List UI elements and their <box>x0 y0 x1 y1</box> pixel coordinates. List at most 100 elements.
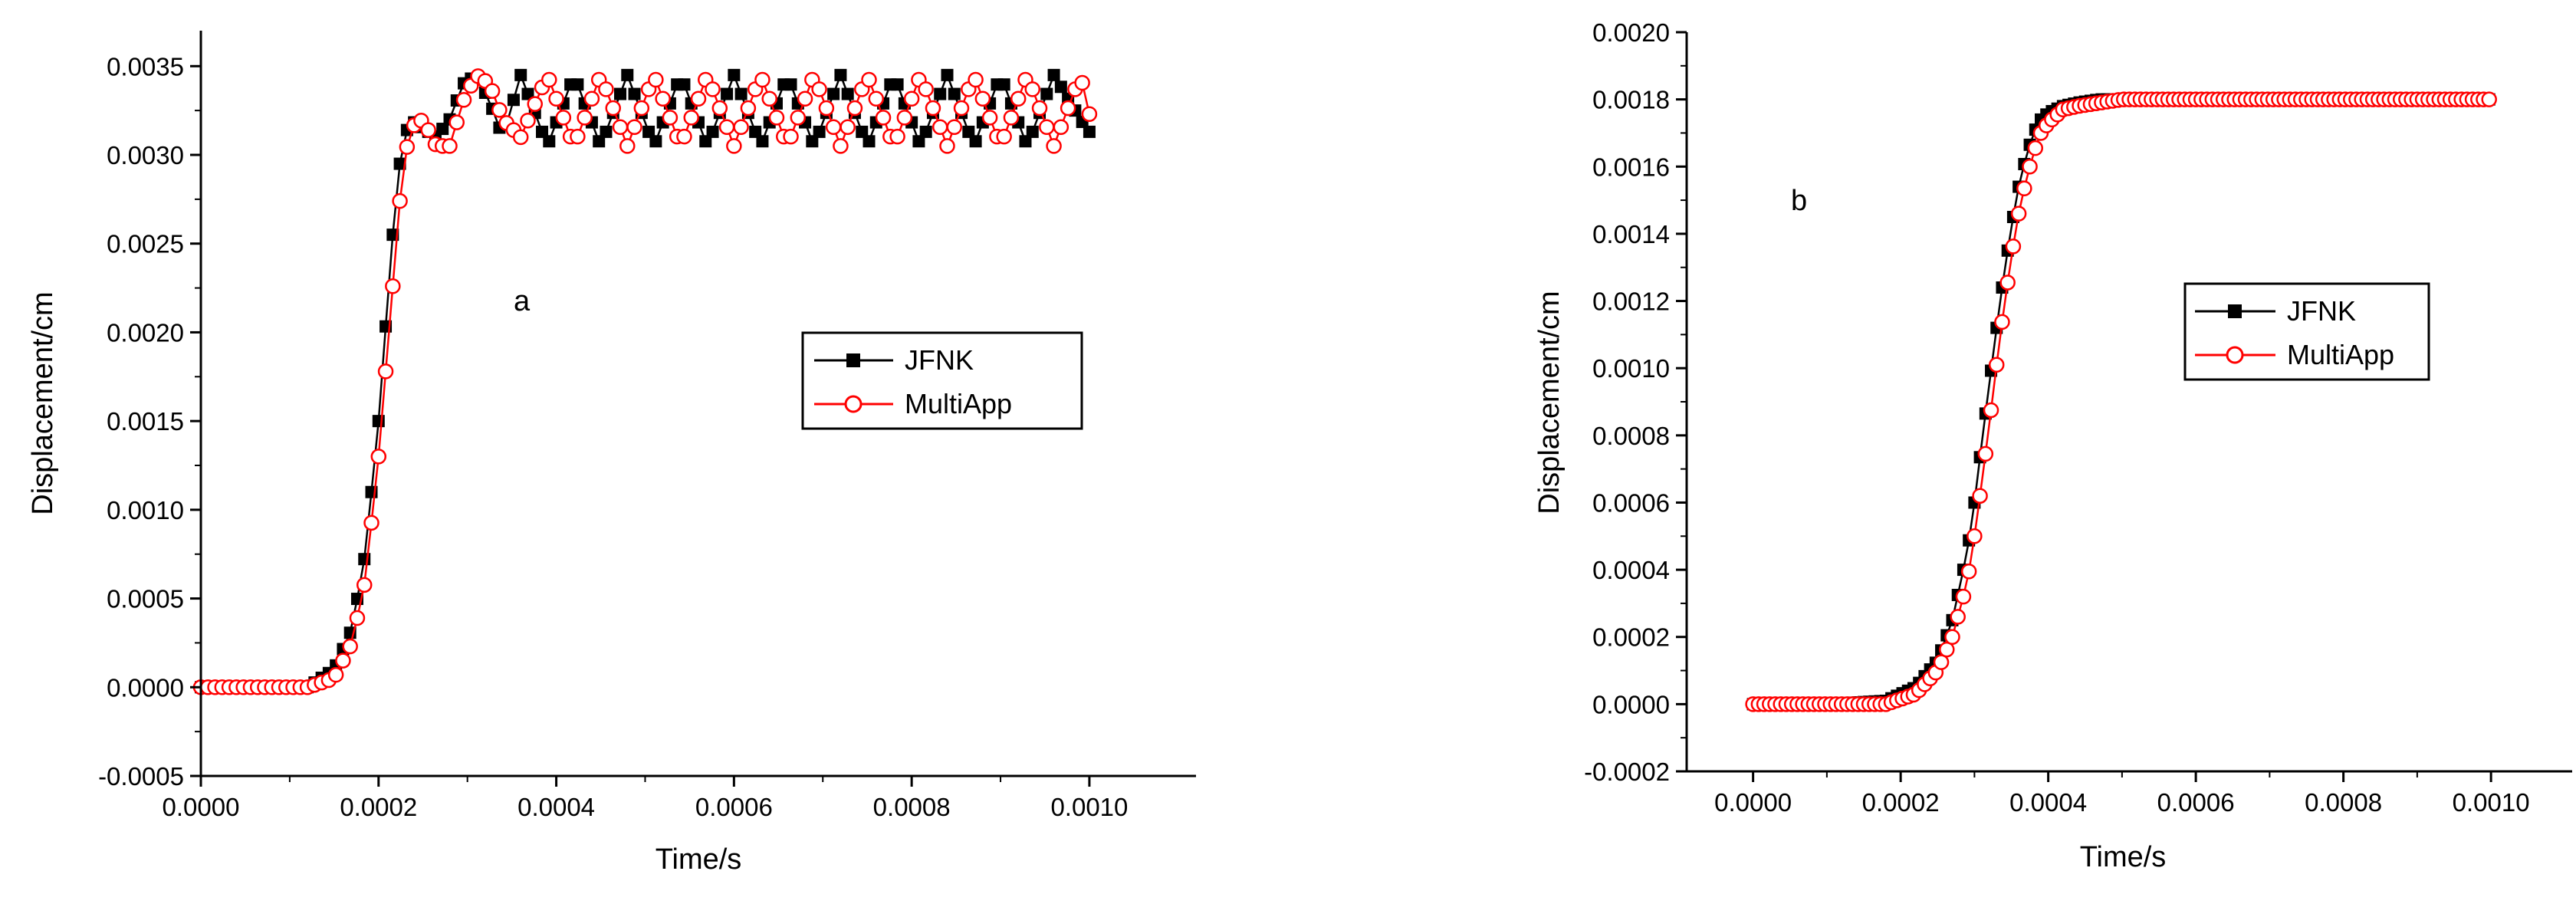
x-tick-label: 0.0008 <box>2305 788 2382 817</box>
data-point-jfnk <box>969 135 982 148</box>
data-point-multiapp <box>705 81 721 97</box>
data-point-multiapp <box>1950 609 1966 625</box>
data-point-multiapp <box>598 81 614 97</box>
data-point-multiapp <box>605 100 621 117</box>
data-point-multiapp <box>811 81 827 97</box>
y-tick-label: 0.0000 <box>1592 690 1670 718</box>
data-point-jfnk <box>721 87 734 100</box>
y-tick-label: 0.0012 <box>1592 288 1670 316</box>
data-point-multiapp <box>520 113 536 129</box>
legend-box-a <box>801 331 1083 430</box>
x-tick-label: 0.0002 <box>340 793 417 821</box>
data-point-multiapp <box>889 128 905 145</box>
data-point-multiapp <box>619 138 636 154</box>
legend-label-multiapp-a: MultiApp <box>905 388 1012 419</box>
data-point-jfnk <box>649 135 662 148</box>
data-point-multiapp <box>1944 629 1960 645</box>
data-point-jfnk <box>436 123 449 136</box>
data-point-multiapp <box>1967 528 1983 544</box>
data-point-multiapp <box>449 114 465 130</box>
data-point-jfnk <box>543 135 556 148</box>
data-point-jfnk <box>1083 125 1096 138</box>
data-point-multiapp <box>797 90 813 107</box>
data-point-multiapp <box>846 100 863 117</box>
data-point-multiapp <box>577 110 593 126</box>
data-point-multiapp <box>655 90 671 107</box>
data-point-multiapp <box>1053 119 1070 135</box>
legend-entry-jfnk-b: JFNK <box>2195 295 2356 327</box>
data-point-multiapp <box>896 110 913 126</box>
data-point-multiapp <box>2005 238 2022 255</box>
x-tick-label: 0.0002 <box>1862 788 1940 817</box>
data-point-multiapp <box>455 92 472 108</box>
data-point-multiapp <box>818 100 835 117</box>
legend-entry-jfnk-a: JFNK <box>814 344 974 376</box>
x-ticks-b: 0.0000 0.0002 0.0004 0.0006 0.0008 0.0010 <box>1714 771 2530 817</box>
data-point-multiapp <box>825 119 842 135</box>
data-point-multiapp <box>1955 588 1972 605</box>
data-point-multiapp <box>570 128 586 145</box>
data-point-multiapp <box>1939 641 1955 658</box>
x-tick-label: 0.0006 <box>2157 788 2235 817</box>
data-point-multiapp <box>953 100 970 117</box>
data-point-multiapp <box>2010 205 2027 222</box>
y-tick-label: 0.0005 <box>107 585 184 613</box>
data-point-multiapp <box>370 449 387 465</box>
legend-marker-jfnk-b <box>2228 304 2242 318</box>
data-point-multiapp <box>342 638 358 655</box>
data-point-multiapp <box>711 100 728 117</box>
data-point-multiapp <box>875 110 892 126</box>
data-point-multiapp <box>761 90 777 107</box>
legend-a: JFNK MultiApp <box>801 331 1083 430</box>
data-point-jfnk <box>734 87 748 100</box>
legend-b: JFNK MultiApp <box>2183 282 2430 381</box>
y-tick-label: 0.0035 <box>107 52 184 81</box>
legend-label-multiapp-b: MultiApp <box>2287 339 2394 370</box>
series-multiapp <box>1745 91 2497 712</box>
data-point-jfnk <box>827 87 840 100</box>
y-tick-label: 0.0020 <box>1592 18 1670 47</box>
data-point-multiapp <box>2016 180 2032 197</box>
data-point-jfnk <box>834 68 847 81</box>
data-point-jfnk <box>393 157 406 170</box>
data-point-multiapp <box>377 363 394 380</box>
x-tick-label: 0.0000 <box>1714 788 1792 817</box>
data-point-multiapp <box>1983 402 1999 419</box>
x-ticks-a: 0.0000 0.0002 0.0004 0.0006 0.0008 0.0010 <box>163 776 1128 821</box>
data-point-multiapp <box>633 100 650 117</box>
data-point-multiapp <box>903 90 920 107</box>
data-point-multiapp <box>974 90 991 107</box>
y-axis-title-a: Displacement/cm <box>27 291 59 514</box>
data-point-jfnk <box>784 78 797 91</box>
data-point-multiapp <box>1989 357 2005 373</box>
data-point-multiapp <box>1003 110 1020 126</box>
data-point-multiapp <box>648 71 664 88</box>
y-axis-title-b: Displacement/cm <box>1533 291 1566 514</box>
data-point-multiapp <box>491 102 508 118</box>
data-point-multiapp <box>939 138 955 154</box>
data-point-multiapp <box>356 577 373 593</box>
data-point-multiapp <box>1960 564 1977 580</box>
data-point-jfnk <box>806 135 819 148</box>
y-tick-label: 0.0018 <box>1592 86 1670 114</box>
legend-box-b <box>2183 282 2430 381</box>
data-point-multiapp <box>833 138 849 154</box>
data-point-multiapp <box>996 128 1012 145</box>
x-tick-label: 0.0010 <box>1050 793 1128 821</box>
data-point-multiapp <box>932 119 948 135</box>
x-tick-label: 0.0000 <box>163 793 240 821</box>
x-tick-label: 0.0006 <box>695 793 773 821</box>
y-tick-label: 0.0010 <box>1592 354 1670 383</box>
data-point-jfnk <box>919 125 932 138</box>
data-point-multiapp <box>783 128 799 145</box>
data-point-multiapp <box>1010 90 1027 107</box>
data-point-multiapp <box>754 71 770 88</box>
series-line-multiapp <box>1753 98 2489 705</box>
data-point-jfnk <box>514 68 527 81</box>
data-point-multiapp <box>840 119 856 135</box>
y-ticks-b: -0.0002 0.0000 0.0002 0.0004 0.0006 0.0008 0.0… <box>1584 18 1687 786</box>
data-point-jfnk <box>841 87 854 100</box>
legend-entry-multiapp-b: MultiApp <box>2195 339 2394 370</box>
data-point-jfnk <box>699 135 712 148</box>
x-axis-title-a: Time/s <box>656 843 742 876</box>
